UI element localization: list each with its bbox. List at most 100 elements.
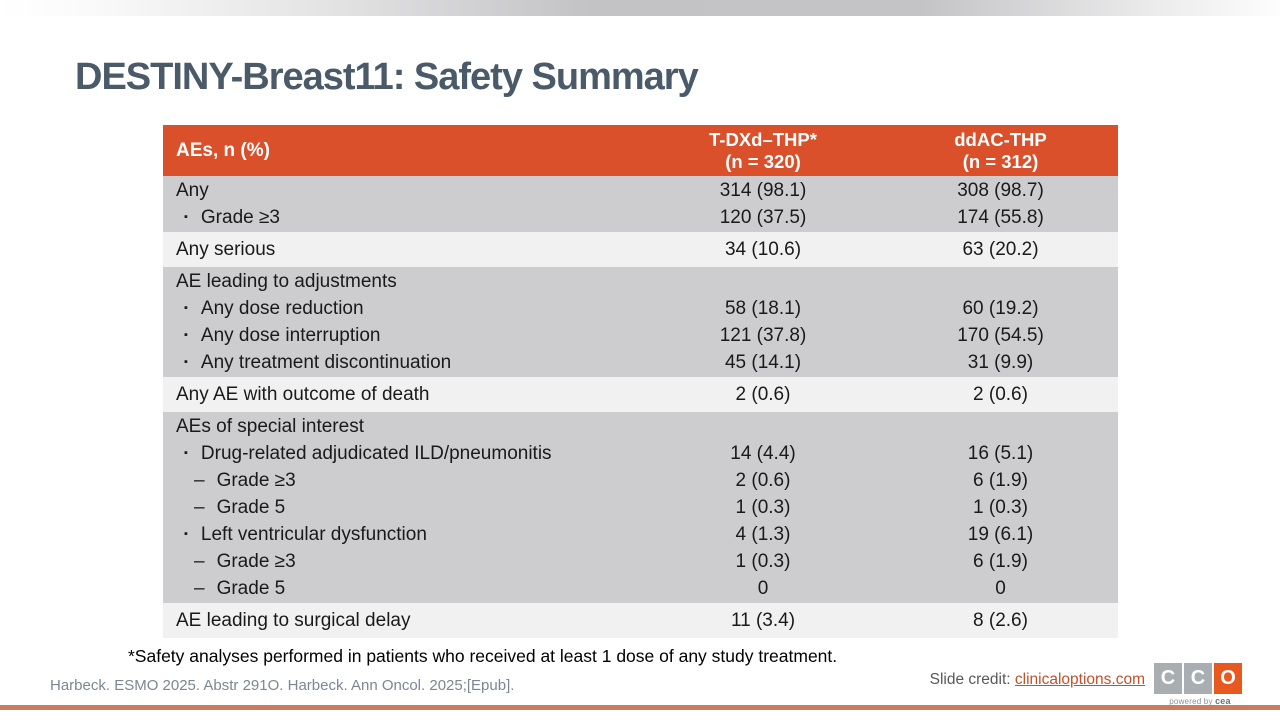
row-label: – Grade 5 — [163, 497, 643, 519]
safety-table-body: Any 314 (98.1) 308 (98.7) ▪ Grade ≥3 120 (37.… — [163, 176, 1118, 638]
value-col1: 11 (3.4) — [730, 609, 796, 631]
value-col2: 63 (20.2) — [962, 238, 1039, 260]
square-bullet-icon: ▪ — [184, 356, 188, 368]
row-label-text: Any serious — [176, 238, 276, 260]
value-col1: 4 (1.3) — [735, 523, 791, 545]
table-row: – Grade 5 0 0 — [163, 575, 1118, 602]
table-row: – Grade ≥3 1 (0.3) 6 (1.9) — [163, 548, 1118, 575]
value-col1: 120 (37.5) — [719, 206, 807, 228]
value-col1: 314 (98.1) — [719, 179, 807, 201]
row-label-text: Any dose reduction — [200, 297, 364, 319]
value-col2: 1 (0.3) — [973, 496, 1028, 518]
logo-letter-c1: C — [1154, 663, 1182, 694]
square-bullet-icon: ▪ — [184, 302, 188, 314]
value-col1: 58 (18.1) — [724, 297, 802, 319]
value-col2: 31 (9.9) — [967, 351, 1034, 373]
table-row: AEs of special interest — [163, 413, 1118, 440]
row-label: – Grade ≥3 — [163, 470, 643, 492]
row-label-text: Grade 5 — [216, 577, 286, 599]
row-label: AE leading to surgical delay — [163, 610, 643, 632]
footnote: *Safety analyses performed in patients w… — [128, 646, 838, 666]
safety-table: AEs, n (%) T-DXd–THP* (n = 320) ddAC-THP… — [163, 125, 1118, 638]
row-label: – Grade ≥3 — [163, 551, 643, 573]
row-label: AE leading to adjustments — [163, 271, 643, 293]
value-col2: 170 (54.5) — [957, 324, 1044, 346]
citation: Harbeck. ESMO 2025. Abstr 291O. Harbeck.… — [50, 677, 515, 694]
row-label: Any AE with outcome of death — [163, 384, 643, 406]
logo-tagline-brand: cea — [1215, 696, 1231, 706]
value-col1: 121 (37.8) — [719, 324, 807, 346]
square-bullet-icon: ▪ — [184, 447, 188, 459]
credit-link[interactable]: clinicaloptions.com — [1014, 671, 1145, 688]
row-label-text: Grade ≥3 — [200, 206, 280, 228]
square-bullet-icon: ▪ — [184, 329, 188, 341]
column-header-aes: AEs, n (%) — [176, 139, 270, 161]
slide-credit: Slide credit: clinicaloptions.com — [930, 671, 1145, 689]
top-gradient-bar — [0, 0, 1280, 16]
value-col1: 1 (0.3) — [735, 496, 791, 518]
row-label: Any serious — [163, 239, 643, 261]
column-header-ddac-line2: (n = 312) — [962, 150, 1039, 172]
table-section: Any 314 (98.1) 308 (98.7) ▪ Grade ≥3 120 (37.… — [163, 176, 1118, 232]
row-label: ▪ Any dose reduction — [163, 298, 643, 320]
row-label-text: Any AE with outcome of death — [176, 383, 430, 405]
table-row: Any AE with outcome of death 2 (0.6) 2 (0.… — [163, 381, 1118, 408]
table-section: Any AE with outcome of death 2 (0.6) 2 (0.… — [163, 377, 1118, 412]
row-label: – Grade 5 — [163, 578, 643, 600]
table-section: AE leading to surgical delay 11 (3.4) 8 (2… — [163, 603, 1118, 638]
table-row: ▪ Any dose reduction 58 (18.1) 60 (19.2) — [163, 295, 1118, 322]
row-label-text: AE leading to adjustments — [176, 270, 397, 292]
table-row: Any 314 (98.1) 308 (98.7) — [163, 177, 1118, 204]
logo-letter-o: O — [1214, 663, 1242, 694]
credit-label: Slide credit: — [929, 671, 1015, 688]
row-label-text: Any — [176, 179, 209, 201]
table-row: – Grade 5 1 (0.3) 1 (0.3) — [163, 494, 1118, 521]
row-label-text: Drug-related adjudicated ILD/pneumonitis — [200, 442, 552, 464]
table-row: ▪ Grade ≥3 120 (37.5) 174 (55.8) — [163, 204, 1118, 231]
table-section: AEs of special interest ▪ Drug-related adj… — [163, 412, 1118, 603]
table-section: Any serious 34 (10.6) 63 (20.2) — [163, 232, 1118, 267]
value-col2: 174 (55.8) — [957, 206, 1044, 228]
value-col2: 6 (1.9) — [973, 469, 1028, 491]
row-label: AEs of special interest — [163, 416, 643, 438]
row-label-text: Grade ≥3 — [216, 550, 296, 572]
value-col2: 16 (5.1) — [967, 442, 1034, 464]
row-label-text: AEs of special interest — [176, 415, 364, 437]
column-header-ddac-line1: ddAC-THP — [954, 128, 1047, 150]
value-col1: 2 (0.6) — [735, 469, 791, 491]
value-col2: 60 (19.2) — [962, 297, 1039, 319]
dash-bullet-icon: – — [194, 496, 205, 518]
column-header-ddac-thp: ddAC-THP (n = 312) — [883, 125, 1118, 176]
value-col1: 34 (10.6) — [724, 238, 802, 260]
bottom-accent-bar — [0, 705, 1280, 710]
logo-tagline: powered by cea — [1154, 696, 1246, 706]
page-title: DESTINY-Breast11: Safety Summary — [75, 56, 699, 98]
row-label-text: Grade ≥3 — [216, 469, 296, 491]
value-col1: 45 (14.1) — [724, 351, 802, 373]
cco-logo: C C O powered by cea — [1154, 663, 1246, 706]
value-col2: 8 (2.6) — [973, 609, 1028, 631]
square-bullet-icon: ▪ — [184, 211, 188, 223]
value-col1: 2 (0.6) — [735, 383, 791, 405]
logo-tagline-prefix: powered by — [1169, 697, 1213, 706]
table-row: Any serious 34 (10.6) 63 (20.2) — [163, 236, 1118, 263]
row-label: ▪ Any dose interruption — [163, 325, 643, 347]
row-label: Any — [163, 180, 643, 202]
table-row: ▪ Left ventricular dysfunction 4 (1.3) 19 (… — [163, 521, 1118, 548]
table-row: ▪ Any dose interruption 121 (37.8) 170 (54.… — [163, 322, 1118, 349]
row-label: ▪ Left ventricular dysfunction — [163, 524, 643, 546]
column-header-tdxd-thp: T-DXd–THP* (n = 320) — [643, 125, 883, 176]
table-header-row: AEs, n (%) T-DXd–THP* (n = 320) ddAC-THP… — [163, 125, 1118, 176]
table-row: – Grade ≥3 2 (0.6) 6 (1.9) — [163, 467, 1118, 494]
value-col1: 14 (4.4) — [730, 442, 796, 464]
value-col2: 308 (98.7) — [957, 179, 1044, 201]
row-label-text: Left ventricular dysfunction — [200, 523, 427, 545]
dash-bullet-icon: – — [194, 469, 205, 491]
row-label-text: AE leading to surgical delay — [176, 609, 411, 631]
dash-bullet-icon: – — [194, 577, 205, 599]
table-row: ▪ Any treatment discontinuation 45 (14.1) 3… — [163, 349, 1118, 376]
row-label-text: Grade 5 — [216, 496, 286, 518]
row-label: ▪ Drug-related adjudicated ILD/pneumoniti… — [163, 443, 643, 465]
value-col1: 0 — [757, 577, 769, 599]
